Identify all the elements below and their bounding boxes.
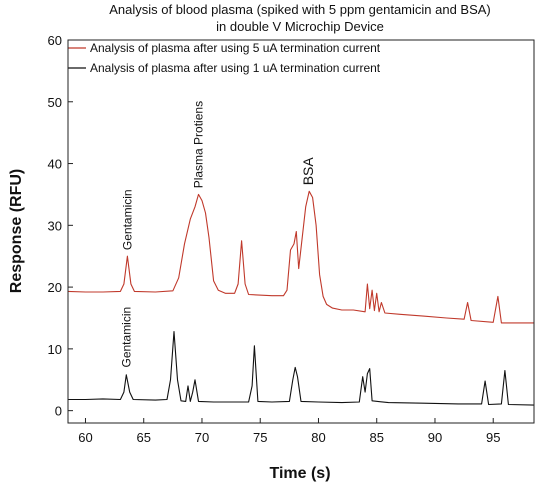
annotation-label: Gentamicin: [120, 189, 134, 250]
x-tick-label: 95: [486, 430, 500, 445]
legend-label-5ua: Analysis of plasma after using 5 uA term…: [90, 41, 381, 55]
x-tick-label: 80: [311, 430, 325, 445]
y-tick-label: 50: [48, 95, 62, 110]
annotation-label: Gentamicin: [119, 307, 133, 368]
axis-ticks: 60 65 70 75 80 85 90 95 0 10 20 30 40 50 60: [48, 33, 501, 445]
y-tick-label: 20: [48, 280, 62, 295]
y-tick-label: 60: [48, 33, 62, 48]
chart-subtitle: in double V Microchip Device: [216, 19, 384, 34]
x-tick-label: 60: [78, 430, 92, 445]
chart-title: Analysis of blood plasma (spiked with 5 …: [109, 2, 491, 17]
x-tick-label: 85: [369, 430, 383, 445]
series-line-5ua: [67, 190, 534, 324]
x-axis-label: Time (s): [269, 465, 330, 482]
series-line-1ua: [68, 331, 535, 406]
y-tick-label: 0: [55, 404, 62, 419]
y-tick-label: 40: [48, 157, 62, 172]
plot-frame: [67, 39, 535, 424]
x-tick-label: 75: [253, 430, 267, 445]
x-tick-label: 90: [428, 430, 442, 445]
x-tick-label: 70: [195, 430, 209, 445]
annotation-label: Plasma Protiens: [192, 101, 206, 188]
x-tick-label: 65: [136, 430, 150, 445]
y-axis-label: Response (RFU): [8, 169, 25, 293]
y-tick-label: 30: [48, 218, 62, 233]
legend: Analysis of plasma after using 5 uA term…: [68, 41, 381, 75]
annotation-label: BSA: [300, 157, 316, 186]
y-tick-label: 10: [48, 342, 62, 357]
legend-label-1ua: Analysis of plasma after using 1 uA term…: [90, 61, 381, 75]
plot-area: Gentamicin Plasma Protiens BSA Gentamicin: [67, 101, 535, 406]
